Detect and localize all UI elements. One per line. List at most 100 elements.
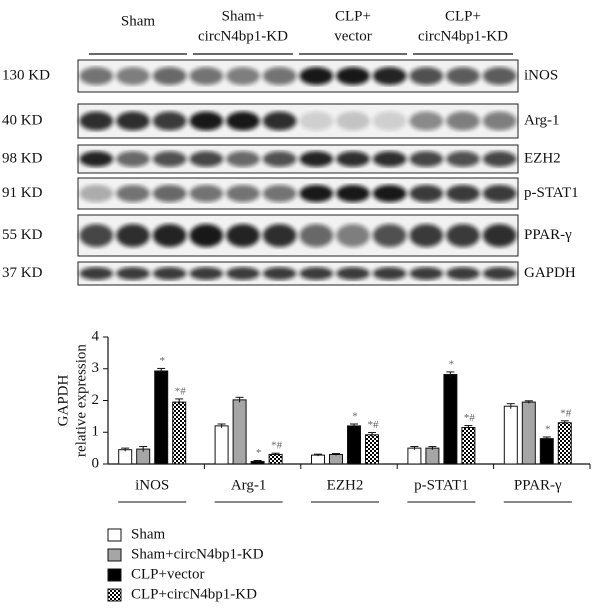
blot-band (262, 224, 297, 247)
blot-band (116, 151, 150, 167)
protein-label: p-STAT1 (524, 185, 579, 201)
blot-band (116, 184, 150, 203)
blot-band (152, 184, 187, 203)
blot-band (79, 151, 114, 167)
bar (557, 422, 572, 465)
blot-band (336, 67, 370, 85)
blot-panel (77, 144, 519, 174)
blot-band (189, 67, 224, 85)
x-tick-label: EZH2 (327, 477, 364, 493)
blot-panel (77, 177, 519, 210)
blot-band (482, 111, 517, 131)
blot-band (446, 267, 480, 280)
legend-label: Sham+circN4bp1-KD (131, 546, 264, 562)
blot-band (299, 151, 334, 167)
group-label: Sham+ (222, 8, 265, 24)
blot-band (299, 111, 334, 131)
protein-label: iNOS (524, 67, 558, 83)
blot-band (152, 267, 187, 280)
blot-band (79, 67, 114, 85)
blot-band (372, 267, 407, 280)
blot-band (299, 67, 334, 85)
blot-band (372, 151, 407, 167)
molecular-weight: 91 KD (2, 185, 43, 201)
blot-panel (77, 59, 519, 93)
x-tick-label: p-STAT1 (414, 477, 469, 493)
y-tick-label: 4 (92, 328, 100, 344)
bar (311, 454, 325, 465)
blot-band (226, 151, 260, 167)
blot-panel (77, 261, 519, 286)
blot-panel (77, 103, 519, 139)
significance-label: * (352, 411, 358, 423)
blot-band (262, 267, 297, 280)
protein-label: EZH2 (524, 150, 561, 166)
blot-band (482, 151, 517, 167)
blot-band (446, 111, 480, 131)
legend-label: CLP+vector (131, 566, 204, 582)
blot-band (446, 67, 480, 85)
y-axis-label: relative expression (73, 344, 89, 457)
blot-band (409, 184, 444, 203)
blot-band (482, 184, 517, 203)
bar (365, 434, 379, 465)
blot-band (336, 267, 370, 280)
blot-band (446, 224, 480, 247)
blot-band (262, 151, 297, 167)
blot-band (79, 267, 114, 280)
bar (154, 370, 169, 465)
x-tick-label: iNOS (135, 477, 169, 493)
significance-label: *# (271, 440, 283, 452)
blot-band (299, 267, 334, 280)
y-axis-label-line: GAPDH (55, 375, 71, 427)
x-tick-label: Arg-1 (231, 477, 267, 493)
legend-swatch (107, 568, 122, 582)
molecular-weight: 40 KD (2, 112, 43, 128)
blot-band (152, 67, 187, 85)
group-label: CLP+ (445, 8, 481, 24)
significance-label: * (159, 355, 165, 367)
y-tick-label: 0 (92, 455, 100, 471)
blot-band (152, 224, 187, 247)
y-tick-label: 2 (92, 392, 100, 408)
bar (329, 453, 343, 465)
significance-label: *# (560, 407, 572, 419)
blot-band (116, 224, 150, 247)
significance-label: * (256, 447, 262, 459)
bar (172, 401, 187, 465)
y-axis-label: GAPDH (55, 375, 71, 427)
blot-band (189, 111, 224, 131)
blot-panel (77, 214, 519, 257)
blot-band (409, 267, 444, 280)
blot-band (372, 67, 407, 85)
blot-band (79, 184, 114, 203)
bar (443, 373, 458, 465)
blot-band (482, 67, 517, 85)
protein-label: Arg-1 (524, 112, 560, 128)
blot-band (409, 111, 444, 131)
significance-label: *# (368, 419, 380, 431)
blot-band (409, 151, 444, 167)
blot-band (446, 184, 480, 203)
bar (214, 425, 229, 465)
group-label: CLP+ (335, 8, 371, 24)
significance-label: *# (175, 385, 187, 397)
blot-band (189, 224, 224, 247)
bar (521, 401, 536, 465)
blot-band (226, 224, 260, 247)
molecular-weight: 37 KD (2, 265, 43, 281)
blot-band (482, 224, 517, 247)
y-axis-label-line: relative expression (73, 344, 89, 457)
group-label: Sham (121, 13, 156, 29)
blot-band (372, 184, 407, 203)
molecular-weight: 55 KD (2, 227, 43, 243)
protein-label: PPAR-γ (524, 227, 572, 243)
y-tick-label: 1 (92, 424, 100, 440)
blot-band (409, 67, 444, 85)
bar (347, 425, 361, 465)
blot-band (409, 224, 444, 247)
blot-band (336, 224, 370, 247)
blot-band (226, 184, 260, 203)
bar (503, 405, 518, 465)
